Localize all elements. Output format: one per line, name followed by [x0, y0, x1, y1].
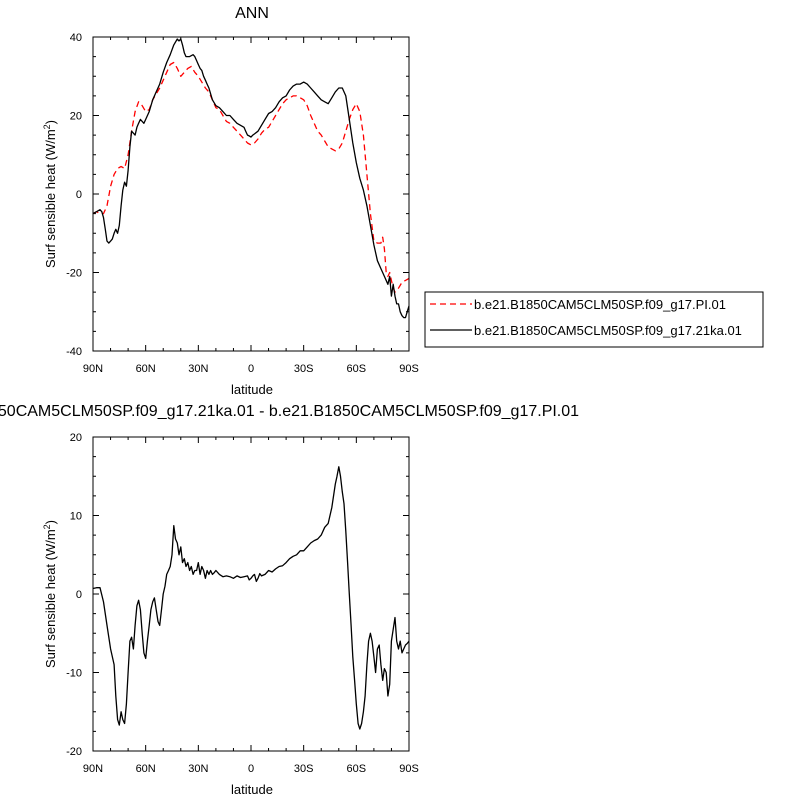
- x-tick-label: 90S: [399, 763, 419, 775]
- x-tick-label: 0: [248, 363, 254, 375]
- series-lines: [92, 466, 410, 730]
- series-lines: [92, 38, 410, 319]
- x-tick-label: 60S: [347, 763, 367, 775]
- y-axis-label: Surf sensible heat (W/m2): [42, 520, 58, 668]
- x-tick-label: 30N: [188, 363, 208, 375]
- x-tick-label: 90N: [83, 363, 103, 375]
- series-line-1: [92, 466, 410, 730]
- y-tick-label: 40: [70, 32, 82, 44]
- y-tick-label: 0: [76, 589, 82, 601]
- x-tick-label: 30S: [294, 363, 314, 375]
- x-tick-label: 60N: [136, 763, 156, 775]
- plot-frame: [92, 36, 410, 352]
- y-tick-label: 20: [70, 432, 82, 444]
- legend-box: [424, 291, 764, 348]
- x-tick-label: 30S: [294, 763, 314, 775]
- tick-marks: [92, 36, 410, 352]
- tick-labels: 90N 60N 30N 0 30S 60S 90S -20 -10 0 10 20: [66, 432, 419, 775]
- tick-labels: 90N 60N 30N 0 30S 60S 90S -40 -20 0 20 40: [66, 32, 419, 375]
- x-axis-label: latitude: [231, 782, 273, 797]
- y-tick-label: 10: [70, 511, 82, 523]
- y-tick-label: -10: [66, 668, 82, 680]
- y-tick-label: 20: [70, 111, 82, 123]
- y-tick-label: -20: [66, 268, 82, 280]
- series-line-1: [92, 61, 410, 293]
- series-line-2: [92, 38, 410, 319]
- tick-marks: [92, 436, 410, 752]
- chart-title: b.e21.B1850CAM5CLM50SP.f09_g17.21ka.01 -…: [0, 403, 579, 420]
- y-tick-label: 0: [76, 189, 82, 201]
- chart-ann: ANN 90N 60N 30N 0 30S 60S 90S -40 -20 0 20 40 latit…: [42, 5, 764, 397]
- y-axis-label: Surf sensible heat (W/m2): [42, 120, 58, 268]
- legend-label-pi: b.e21.B1850CAM5CLM50SP.f09_g17.PI.01: [474, 297, 726, 312]
- x-tick-label: 90N: [83, 763, 103, 775]
- x-tick-label: 60S: [347, 363, 367, 375]
- x-axis-label: latitude: [231, 382, 273, 397]
- legend-label-21ka: b.e21.B1850CAM5CLM50SP.f09_g17.21ka.01: [474, 323, 742, 338]
- x-tick-label: 60N: [136, 363, 156, 375]
- x-tick-label: 90S: [399, 363, 419, 375]
- y-tick-label: -20: [66, 746, 82, 758]
- plot-frame: [92, 436, 410, 752]
- legend: b.e21.B1850CAM5CLM50SP.f09_g17.PI.01 b.e…: [424, 291, 764, 348]
- chart-difference: b.e21.B1850CAM5CLM50SP.f09_g17.21ka.01 -…: [0, 403, 579, 797]
- x-tick-label: 30N: [188, 763, 208, 775]
- chart-title: ANN: [235, 5, 269, 22]
- x-tick-label: 0: [248, 763, 254, 775]
- y-tick-label: -40: [66, 346, 82, 358]
